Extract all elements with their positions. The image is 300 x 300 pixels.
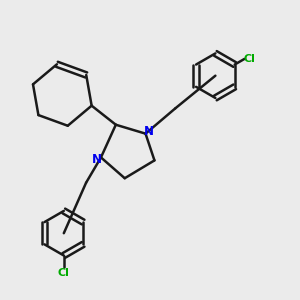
- Text: Cl: Cl: [244, 54, 256, 64]
- Text: Cl: Cl: [58, 268, 70, 278]
- Text: N: N: [144, 125, 154, 138]
- Text: N: N: [92, 153, 102, 166]
